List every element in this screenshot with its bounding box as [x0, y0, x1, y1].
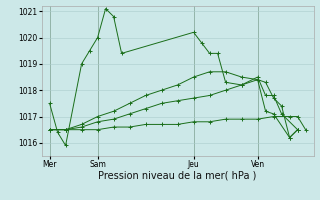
X-axis label: Pression niveau de la mer( hPa ): Pression niveau de la mer( hPa )	[99, 171, 257, 181]
